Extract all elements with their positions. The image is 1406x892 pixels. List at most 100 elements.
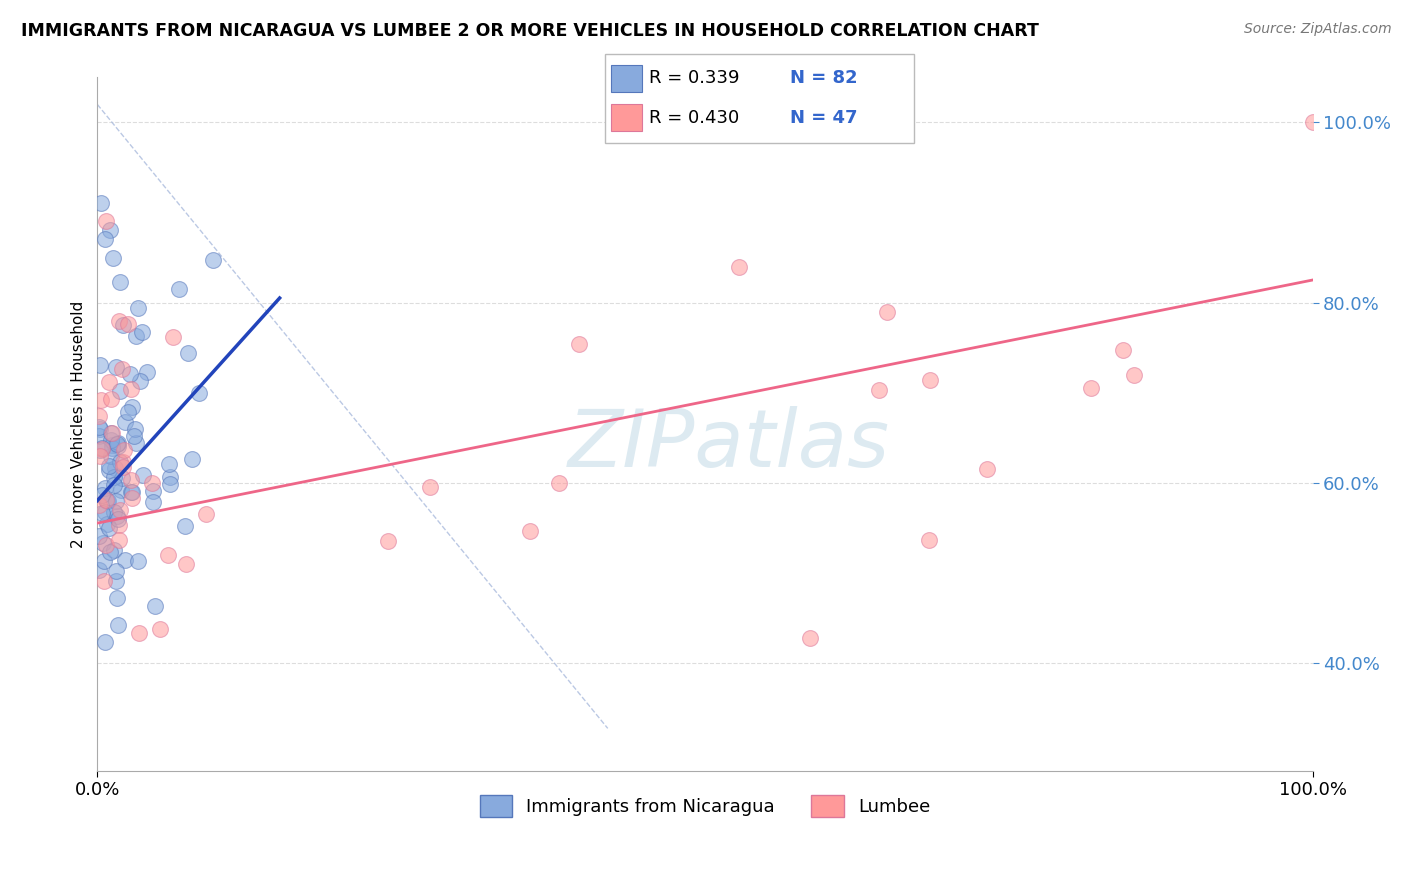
Point [93,232,115,246]
Point [89,422,111,436]
Point [124,421,146,435]
Point [548,475,571,490]
Point [132,468,155,483]
Point [98,223,121,237]
Point [120,474,142,488]
Point [519,524,541,538]
Point [89,563,111,577]
Text: N = 82: N = 82 [790,70,858,87]
Point [90,487,112,501]
Point [104,360,127,375]
Text: R = 0.339: R = 0.339 [650,70,740,87]
Point [114,415,136,429]
Point [105,437,128,451]
Point [89,449,111,463]
Point [177,345,200,359]
Point [117,318,139,332]
Y-axis label: 2 or more Vehicles in Household: 2 or more Vehicles in Household [72,301,86,548]
Point [157,548,180,562]
Point [94,634,117,648]
Point [162,330,184,344]
Point [105,574,128,588]
Point [159,469,181,483]
Point [174,557,197,571]
Point [107,512,129,526]
Point [1123,368,1146,382]
Point [1112,343,1135,358]
Point [111,455,134,469]
Point [110,471,132,485]
Point [108,384,131,399]
Point [93,554,115,568]
Point [90,506,112,520]
Point [114,442,136,457]
Point [143,599,166,614]
Point [127,301,149,315]
Point [120,382,142,396]
Point [100,433,122,447]
Point [87,429,110,443]
Point [103,504,125,518]
Point [135,366,157,380]
Point [120,484,142,499]
Point [918,533,941,547]
Point [96,538,118,552]
Point [188,385,211,400]
Point [799,631,821,645]
Point [100,425,122,440]
Point [98,375,121,389]
Point [87,498,110,512]
Point [114,553,136,567]
Point [128,626,150,640]
Point [93,506,115,520]
Point [131,325,153,339]
Point [159,476,181,491]
Point [1080,381,1102,395]
Point [100,449,122,463]
Point [93,574,115,588]
Point [90,196,112,211]
Bar [610,65,641,92]
Point [103,542,125,557]
Point [87,419,110,434]
Point [117,405,139,419]
Point [87,409,110,424]
Point [100,441,122,455]
Point [94,214,117,228]
Point [97,494,120,508]
Point [142,495,165,509]
Point [195,507,218,521]
Point [96,516,118,531]
Point [141,475,163,490]
Point [91,442,114,457]
Point [110,483,132,498]
Point [93,536,115,550]
Point [96,494,118,508]
Point [157,457,180,471]
Point [104,461,127,475]
Point [101,438,124,452]
Text: ZIPatlas: ZIPatlas [568,406,890,483]
Point [121,400,143,414]
Point [122,429,145,443]
Point [105,565,128,579]
Text: Source: ZipAtlas.com: Source: ZipAtlas.com [1244,22,1392,37]
Point [107,618,129,632]
Point [128,375,150,389]
Point [97,521,120,535]
Point [90,441,112,455]
Point [107,439,129,453]
Point [174,518,197,533]
Point [97,458,120,473]
Point [98,545,121,559]
Point [89,442,111,457]
Point [103,470,125,484]
Text: R = 0.430: R = 0.430 [650,109,740,127]
Point [121,491,143,506]
Point [1302,115,1324,129]
Point [108,533,131,548]
Point [97,463,120,477]
Text: IMMIGRANTS FROM NICARAGUA VS LUMBEE 2 OR MORE VEHICLES IN HOUSEHOLD CORRELATION : IMMIGRANTS FROM NICARAGUA VS LUMBEE 2 OR… [21,22,1039,40]
Point [87,529,110,543]
Point [869,383,891,397]
